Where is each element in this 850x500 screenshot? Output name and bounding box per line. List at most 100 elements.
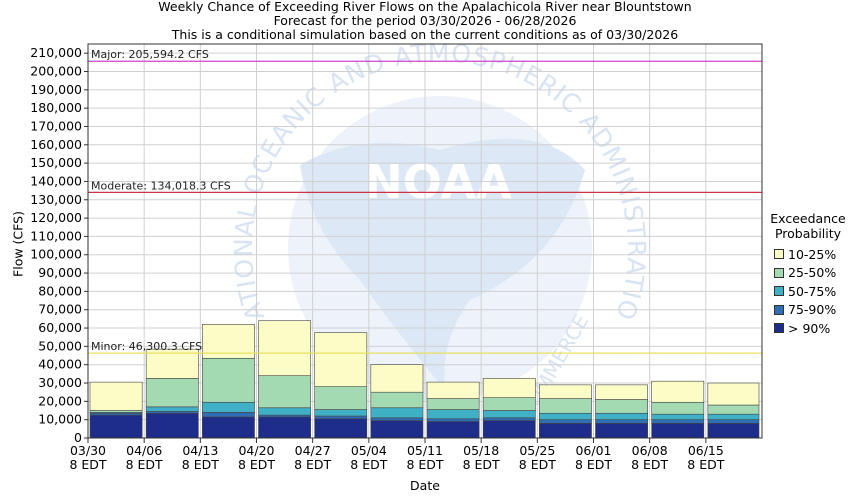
bar-segment (314, 386, 368, 410)
bar-segment (482, 420, 536, 439)
y-tick-label: 110,000 (30, 228, 82, 243)
y-tick-label: 130,000 (30, 192, 82, 207)
bar-segment (370, 391, 424, 409)
bar-segment (482, 378, 536, 398)
watermark-bird (300, 138, 585, 390)
bar-segment (258, 416, 311, 439)
y-tick-label: 150,000 (30, 155, 82, 170)
bar-segment (539, 419, 592, 424)
bar-segment (651, 419, 705, 424)
bar-segment (482, 410, 536, 419)
x-tick-label-time: 8 EDT (182, 457, 219, 472)
bar-segment (651, 401, 705, 415)
chart-titles: Weekly Chance of Exceeding River Flows o… (0, 0, 850, 42)
bar-segment (314, 332, 368, 387)
y-tick-label: 180,000 (30, 100, 82, 115)
x-tick-label-date: 06/08 (632, 443, 668, 458)
x-tick-label-time: 8 EDT (294, 457, 331, 472)
bar-segment (482, 417, 536, 421)
legend-label: > 90% (788, 320, 831, 336)
bar-segment (539, 423, 592, 439)
bar-segment (258, 375, 311, 409)
legend-label: 75-90% (788, 302, 837, 318)
bar-segment (202, 401, 255, 413)
legend-title-line2: Probability (774, 226, 842, 241)
x-tick-label-time: 8 EDT (350, 457, 387, 472)
legend-title: Exceedance Probability (766, 211, 850, 241)
bar-segment (202, 416, 255, 439)
bar-segment (539, 412, 592, 420)
y-tick-label: 60,000 (38, 320, 82, 335)
y-tick-label: 200,000 (30, 63, 82, 78)
bar-segment (651, 423, 705, 439)
bar-segment (370, 407, 424, 419)
y-tick-label: 10,000 (38, 412, 82, 427)
legend-item: 50-75% (766, 282, 850, 301)
x-tick-label-time: 8 EDT (519, 457, 556, 472)
bar-segment (258, 407, 311, 416)
bar-segment (707, 404, 760, 415)
legend-title-line1: Exceedance (770, 211, 846, 226)
y-tick-label: 120,000 (30, 210, 82, 225)
legend-item: 75-90% (766, 301, 850, 320)
bar-segment (426, 381, 480, 399)
bar-segment (89, 414, 143, 439)
chart-subtitle-conditions: This is a conditional simulation based o… (171, 27, 679, 42)
bar-segment (89, 381, 143, 411)
x-tick-label-time: 8 EDT (631, 457, 668, 472)
y-tick-label: 100,000 (30, 247, 82, 262)
bar-segment (145, 406, 199, 412)
bars (89, 320, 760, 439)
bar-segment (258, 320, 311, 376)
x-tick-label-time: 8 EDT (238, 457, 275, 472)
legend: Exceedance Probability 10-25% 25-50% 50-75… (766, 211, 850, 338)
threshold-label: Major: 205,594.2 CFS (91, 48, 209, 61)
y-axis-label: Flow (CFS) (10, 211, 26, 277)
x-tick-label-time: 8 EDT (126, 457, 163, 472)
legend-item: 10-25% (766, 245, 850, 264)
bar-segment (539, 398, 592, 414)
y-tick-label: 160,000 (30, 137, 82, 152)
bar-segment (651, 413, 705, 420)
y-tick-label: 190,000 (30, 82, 82, 97)
chart-subtitle-period: Forecast for the period 03/30/2026 - 06/… (273, 13, 577, 28)
x-tick-label-date: 04/06 (126, 443, 162, 458)
bar-segment (595, 419, 648, 424)
x-tick-label-date: 04/27 (295, 443, 331, 458)
y-tick-label: 50,000 (38, 338, 82, 353)
bar-segment (595, 423, 648, 439)
y-tick-label: 140,000 (30, 173, 82, 188)
x-tick-label-date: 04/13 (182, 443, 218, 458)
bar-segment (707, 423, 760, 439)
bar-segment (651, 380, 705, 403)
bar-segment (707, 419, 760, 424)
x-tick-label-date: 06/01 (575, 443, 611, 458)
bar-segment (314, 409, 368, 417)
bar-segment (314, 415, 368, 420)
x-tick-label-date: 03/30 (70, 443, 106, 458)
threshold-label: Minor: 46,300.3 CFS (91, 340, 202, 353)
x-tick-label-time: 8 EDT (463, 457, 500, 472)
y-tick-label: 30,000 (38, 375, 82, 390)
legend-label: 25-50% (788, 265, 837, 281)
x-tick-label-time: 8 EDT (69, 457, 106, 472)
bar-segment (145, 348, 199, 379)
bar-segment (370, 364, 424, 393)
legend-swatch (774, 304, 784, 315)
bar-segment (539, 384, 592, 399)
x-tick-label-time: 8 EDT (575, 457, 612, 472)
legend-label: 50-75% (788, 283, 837, 299)
y-tick-label: 0 (74, 430, 82, 445)
legend-item: 25-50% (766, 264, 850, 283)
x-tick-label-date: 05/25 (519, 443, 555, 458)
y-tick-label: 210,000 (30, 45, 82, 60)
bar-segment (482, 397, 536, 411)
legend-item: > 90% (766, 319, 850, 338)
bar-segment (202, 357, 255, 403)
legend-label: 10-25% (788, 246, 837, 262)
x-tick-label-date: 05/11 (407, 443, 443, 458)
bar-segment (145, 378, 199, 408)
bar-segment (595, 384, 648, 400)
axes: 0 10,000 20,000 30,000 40,000 50,000 60,000 70,… (30, 43, 763, 472)
